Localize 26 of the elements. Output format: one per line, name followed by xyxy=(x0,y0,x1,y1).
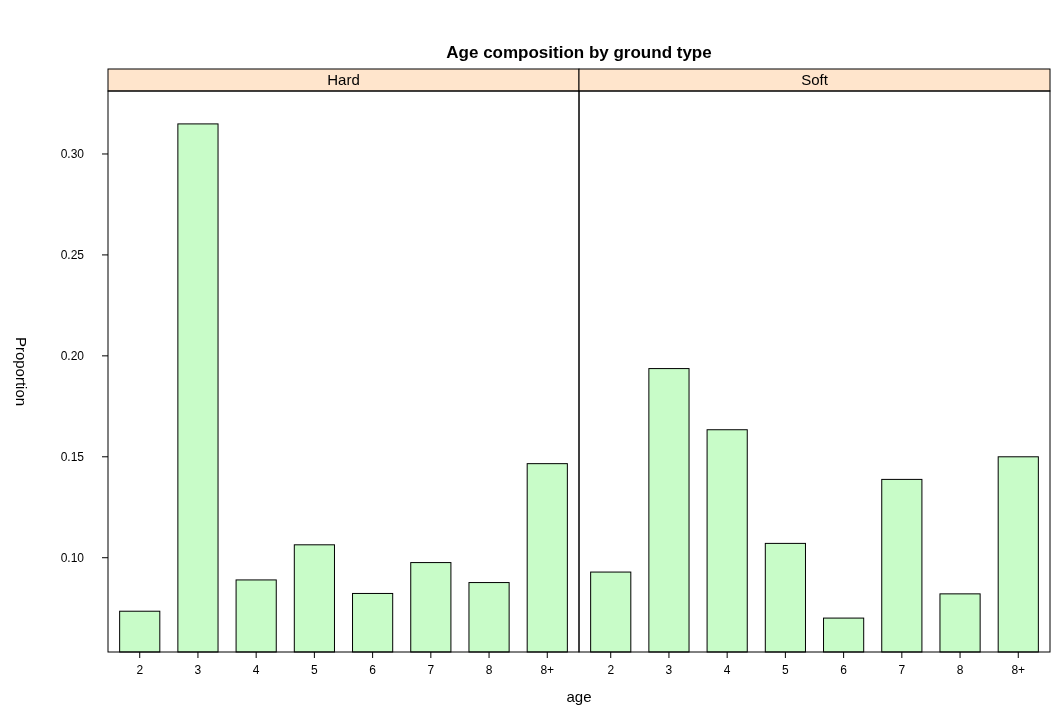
x-tick-label: 3 xyxy=(665,663,673,677)
x-tick-label: 2 xyxy=(136,663,144,677)
x-tick-label: 4 xyxy=(252,663,260,677)
y-tick-label: 0.15 xyxy=(60,449,85,464)
x-tick-label: 6 xyxy=(840,663,848,677)
y-tick-label: 0.10 xyxy=(60,550,85,565)
x-tick-label: 7 xyxy=(427,663,435,677)
chart-subtitle: Hard xyxy=(327,71,360,88)
chart-subtitle: Soft xyxy=(801,71,829,88)
x-tick-label: 2 xyxy=(607,663,615,677)
x-tick-label: 6 xyxy=(369,663,377,677)
x-tick-label: 5 xyxy=(311,663,319,677)
x-tick-label: 8+ xyxy=(540,663,555,677)
x-tick-label: 7 xyxy=(898,663,906,677)
x-tick-label: 5 xyxy=(782,663,790,677)
y-tick-label: 0.20 xyxy=(60,348,85,363)
chart-title: Age composition by ground type xyxy=(446,43,712,62)
x-tick-label: 8 xyxy=(956,663,964,677)
y-axis-title: Proportion xyxy=(13,336,30,407)
x-tick-label: 8 xyxy=(485,663,493,677)
x-tick-label: 4 xyxy=(723,663,731,677)
x-axis-title: age xyxy=(566,688,592,705)
y-tick-label: 0.25 xyxy=(60,247,85,262)
x-tick-label: 8+ xyxy=(1011,663,1026,677)
x-tick-label: 3 xyxy=(194,663,202,677)
y-tick-label: 0.30 xyxy=(60,146,85,161)
